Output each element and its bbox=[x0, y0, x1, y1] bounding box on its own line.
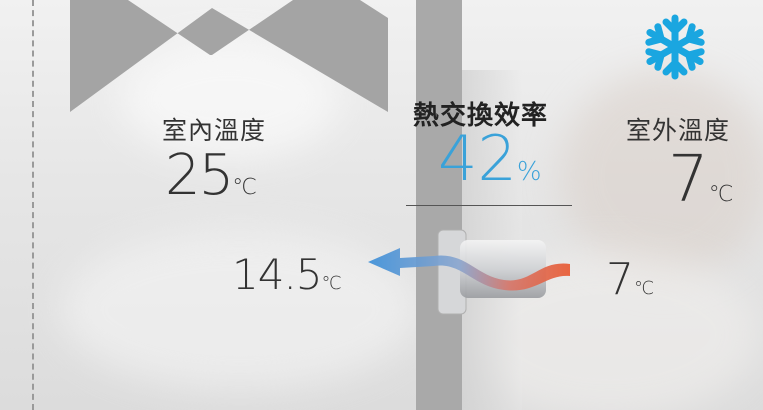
indoor-temp-unit: ℃ bbox=[232, 175, 257, 200]
intake-air-unit: ℃ bbox=[634, 278, 655, 299]
intake-air-temp: 7℃ bbox=[606, 258, 654, 302]
efficiency-divider bbox=[406, 205, 572, 206]
indoor-temp-label: 室內溫度 bbox=[162, 116, 267, 145]
indoor-temp-value: 25℃ bbox=[165, 148, 257, 204]
indoor-temp-number: 25 bbox=[165, 143, 234, 208]
background-blur bbox=[60, 230, 420, 390]
outdoor-temp-value: 7℃ bbox=[668, 148, 733, 212]
supply-air-unit: ℃ bbox=[321, 273, 342, 294]
efficiency-value: 42% bbox=[438, 128, 542, 190]
efficiency-number: 42 bbox=[438, 122, 517, 195]
supply-air-temp: 14.5℃ bbox=[232, 254, 342, 296]
efficiency-label: 熱交換效率 bbox=[413, 101, 549, 131]
background-blur bbox=[560, 70, 763, 280]
intake-air-number: 7 bbox=[606, 254, 634, 305]
snowflake-icon bbox=[645, 14, 705, 80]
outdoor-temp-unit: ℃ bbox=[708, 182, 734, 207]
outdoor-temp-label: 室外溫度 bbox=[626, 116, 731, 145]
heat-exchanger-icon bbox=[368, 229, 570, 315]
supply-air-number: 14.5 bbox=[232, 250, 323, 299]
outdoor-temp-number: 7 bbox=[668, 143, 709, 217]
efficiency-unit: % bbox=[516, 157, 542, 187]
house-boundary-dashed bbox=[32, 0, 34, 410]
